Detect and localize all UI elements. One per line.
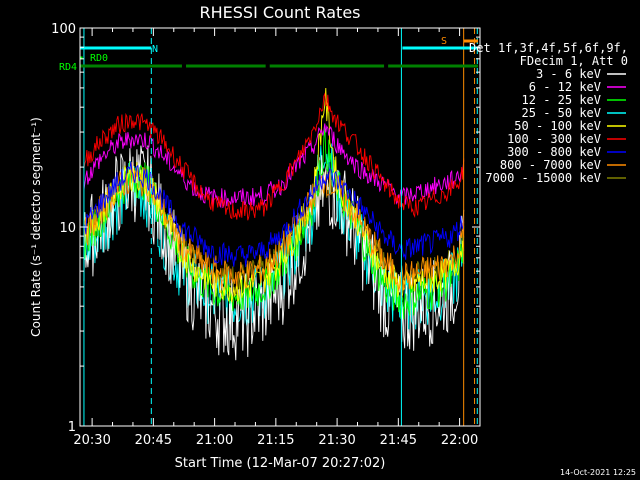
state-label: RD4: [59, 62, 77, 73]
legend-entry-label: 300 - 800 keV: [507, 145, 601, 159]
y-tick-label: 10: [59, 221, 76, 236]
legend-entry-label: 7000 - 15000 keV: [485, 171, 601, 185]
legend-entry-label: 50 - 100 keV: [514, 119, 601, 133]
legend: Det 1f,3f,4f,5f,6f,9f,FDecim 1, Att 03 -…: [469, 41, 628, 185]
legend-entry-label: 800 - 7000 keV: [500, 158, 601, 172]
y-axis-label: Count Rate (s⁻¹ detector segment⁻¹): [29, 117, 43, 337]
legend-entry-label: 3 - 6 keV: [536, 67, 601, 81]
legend-entry-label: 100 - 300 keV: [507, 132, 601, 146]
x-tick-label: 21:00: [196, 433, 233, 448]
x-tick-label: 20:45: [135, 433, 172, 448]
chart-title: RHESSI Count Rates: [200, 3, 361, 22]
x-tick-label: 21:30: [318, 433, 355, 448]
legend-header: FDecim 1, Att 0: [520, 54, 628, 68]
series-line: [83, 161, 465, 268]
x-tick-label: 20:30: [73, 433, 110, 448]
legend-entry-label: 6 - 12 keV: [529, 80, 601, 94]
state-label: RD0: [90, 53, 108, 64]
x-axis: 20:30 20:45 21:00 21:15 21:30 21:45 22:00: [73, 28, 481, 448]
y-axis: 1 10 100: [51, 22, 480, 435]
x-tick-label: 21:15: [257, 433, 294, 448]
state-label: S: [441, 36, 447, 47]
y-tick-label: 1: [68, 420, 76, 435]
legend-entry-label: 25 - 50 keV: [522, 106, 601, 120]
x-axis-label: Start Time (12-Mar-07 20:27:02): [175, 456, 386, 471]
series-line: [83, 92, 465, 221]
series-line: [83, 123, 465, 209]
series-line: [83, 162, 465, 291]
x-tick-label: 22:00: [441, 433, 478, 448]
state-label: N: [152, 44, 158, 55]
legend-header: Det 1f,3f,4f,5f,6f,9f,: [469, 41, 628, 55]
timestamp: 14-Oct-2021 12:25: [560, 468, 636, 477]
x-tick-label: 21:45: [380, 433, 417, 448]
y-tick-label: 100: [51, 22, 76, 37]
legend-entry-label: 12 - 25 keV: [522, 93, 601, 107]
